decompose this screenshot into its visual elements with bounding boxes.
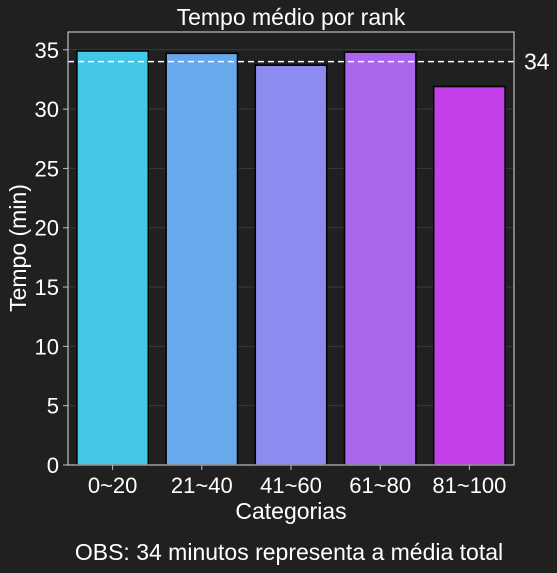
- x-tick-label: 41~60: [260, 473, 322, 498]
- y-axis-ticks: 0 5 10 15 20 25 30 35: [35, 38, 68, 478]
- y-tick-label: 5: [47, 394, 59, 419]
- x-tick-label: 81~100: [432, 473, 506, 498]
- bar: [76, 50, 150, 466]
- y-tick-label: 15: [35, 275, 59, 300]
- x-axis-ticks: 0~20 21~40 41~60 61~80 81~100: [88, 465, 506, 498]
- reference-line-group: 34: [68, 49, 550, 75]
- y-tick-label: 0: [47, 453, 59, 478]
- chart-title: Tempo médio por rank: [177, 4, 406, 30]
- y-axis-label: Tempo (min): [5, 184, 31, 312]
- y-tick-label: 25: [35, 156, 59, 181]
- x-axis-label: Categorias: [235, 498, 346, 524]
- y-tick-label: 20: [35, 216, 59, 241]
- bar: [432, 85, 506, 466]
- bars: [76, 50, 506, 466]
- footnote: OBS: 34 minutos representa a média total: [75, 539, 503, 565]
- y-tick-label: 35: [35, 38, 59, 63]
- bar: [165, 52, 239, 466]
- y-tick-label: 10: [35, 334, 59, 359]
- x-tick-label: 21~40: [171, 473, 233, 498]
- reference-line-label: 34: [524, 49, 550, 75]
- plot-frame: [67, 31, 515, 466]
- y-tick-label: 30: [35, 97, 59, 122]
- bar: [254, 64, 328, 466]
- x-tick-label: 61~80: [349, 473, 411, 498]
- x-tick-label: 0~20: [88, 473, 138, 498]
- bar: [343, 51, 417, 466]
